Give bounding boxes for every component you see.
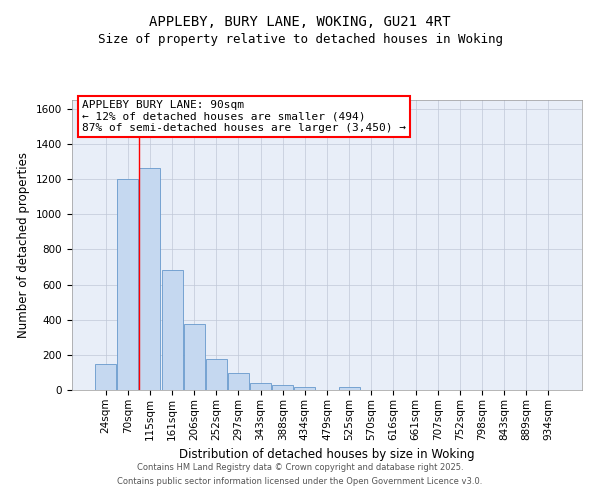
- X-axis label: Distribution of detached houses by size in Woking: Distribution of detached houses by size …: [179, 448, 475, 461]
- Y-axis label: Number of detached properties: Number of detached properties: [17, 152, 31, 338]
- Bar: [95, 364, 116, 390]
- Bar: [338, 388, 359, 390]
- Bar: [139, 168, 160, 390]
- Text: Contains HM Land Registry data © Crown copyright and database right 2025.: Contains HM Land Registry data © Crown c…: [137, 464, 463, 472]
- Bar: [295, 387, 316, 390]
- Bar: [118, 179, 139, 390]
- Bar: [250, 384, 271, 390]
- Text: Contains public sector information licensed under the Open Government Licence v3: Contains public sector information licen…: [118, 477, 482, 486]
- Text: APPLEBY BURY LANE: 90sqm
← 12% of detached houses are smaller (494)
87% of semi-: APPLEBY BURY LANE: 90sqm ← 12% of detach…: [82, 100, 406, 133]
- Bar: [206, 359, 227, 390]
- Text: Size of property relative to detached houses in Woking: Size of property relative to detached ho…: [97, 32, 503, 46]
- Bar: [228, 374, 249, 390]
- Text: APPLEBY, BURY LANE, WOKING, GU21 4RT: APPLEBY, BURY LANE, WOKING, GU21 4RT: [149, 15, 451, 29]
- Bar: [184, 324, 205, 390]
- Bar: [161, 270, 182, 390]
- Bar: [272, 385, 293, 390]
